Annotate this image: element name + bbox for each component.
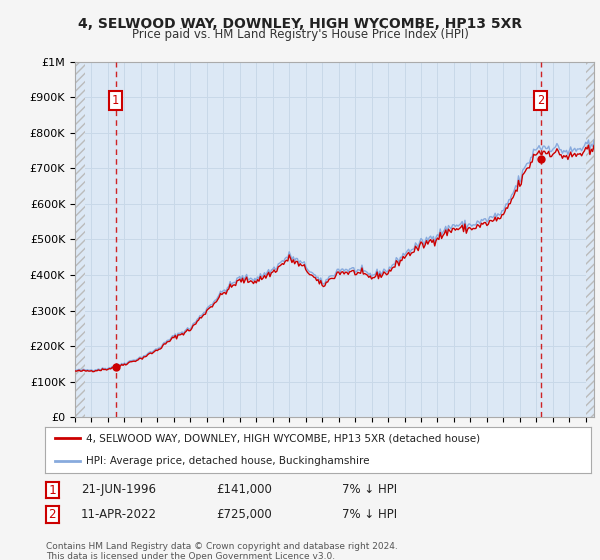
Text: 1: 1 bbox=[112, 94, 119, 107]
Text: 21-JUN-1996: 21-JUN-1996 bbox=[81, 483, 156, 496]
Text: £141,000: £141,000 bbox=[216, 483, 272, 496]
Text: 2: 2 bbox=[49, 508, 56, 521]
Text: Contains HM Land Registry data © Crown copyright and database right 2024.
This d: Contains HM Land Registry data © Crown c… bbox=[46, 542, 397, 560]
Bar bbox=[75, 62, 85, 417]
Text: 7% ↓ HPI: 7% ↓ HPI bbox=[342, 507, 397, 521]
Text: 4, SELWOOD WAY, DOWNLEY, HIGH WYCOMBE, HP13 5XR (detached house): 4, SELWOOD WAY, DOWNLEY, HIGH WYCOMBE, H… bbox=[86, 433, 480, 444]
Text: 11-APR-2022: 11-APR-2022 bbox=[81, 507, 157, 521]
Text: 7% ↓ HPI: 7% ↓ HPI bbox=[342, 483, 397, 496]
Text: 4, SELWOOD WAY, DOWNLEY, HIGH WYCOMBE, HP13 5XR: 4, SELWOOD WAY, DOWNLEY, HIGH WYCOMBE, H… bbox=[78, 17, 522, 31]
Text: Price paid vs. HM Land Registry's House Price Index (HPI): Price paid vs. HM Land Registry's House … bbox=[131, 28, 469, 41]
Text: HPI: Average price, detached house, Buckinghamshire: HPI: Average price, detached house, Buck… bbox=[86, 456, 370, 466]
Bar bbox=[586, 62, 594, 417]
Text: 1: 1 bbox=[49, 483, 56, 497]
Text: £725,000: £725,000 bbox=[216, 507, 272, 521]
Text: 2: 2 bbox=[537, 94, 544, 107]
